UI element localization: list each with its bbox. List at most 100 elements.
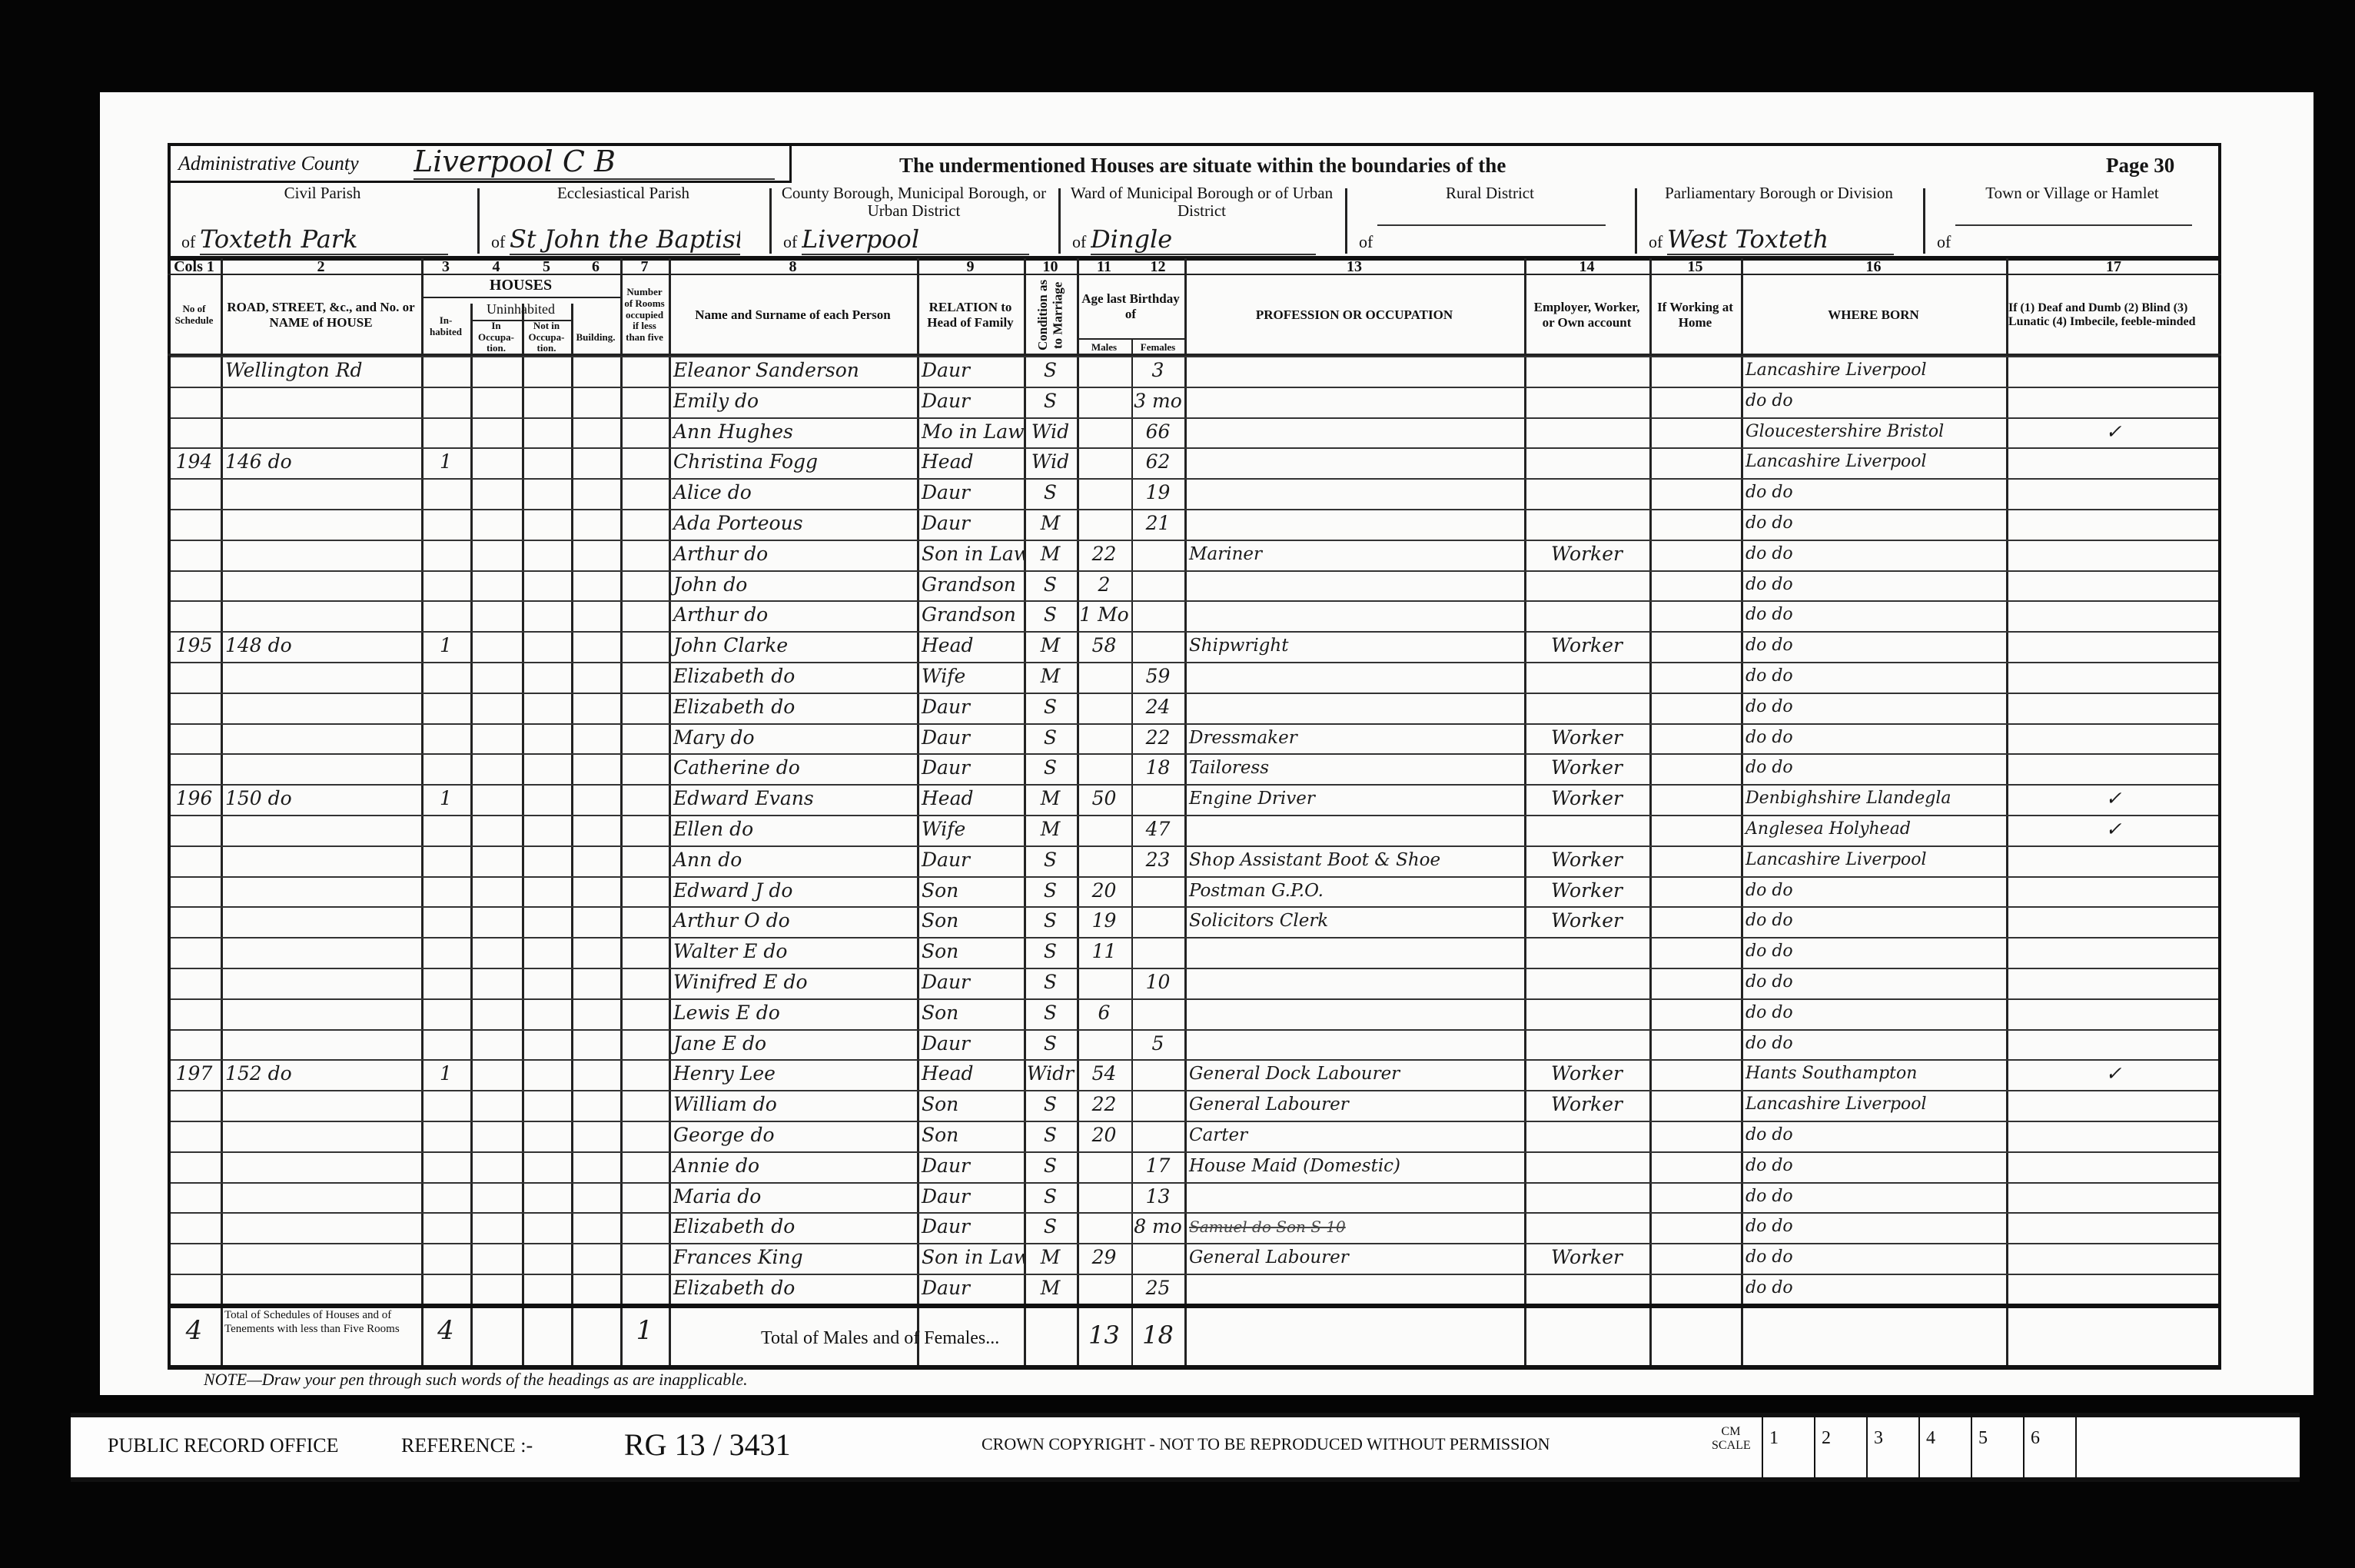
total-schedules: 4 <box>185 1316 203 1345</box>
cell-condition: S <box>1043 390 1058 412</box>
cell-address: Wellington Rd <box>225 359 363 381</box>
cell-relation: Daur <box>922 849 971 871</box>
cell-occupation: Shop Assistant Boot & Shoe <box>1189 850 1441 870</box>
row-rule <box>171 478 2218 480</box>
column-header-name: Name and Surname of each Person <box>695 307 891 323</box>
section-prefix: of <box>1359 232 1373 251</box>
column-header-condition: Condition as to Marriage <box>1035 279 1065 351</box>
cell-occupation: Carter <box>1189 1125 1248 1145</box>
page-number: Page 30 <box>2106 154 2175 177</box>
cell-age_f: 25 <box>1145 1277 1171 1299</box>
cell-age_f: 21 <box>1145 512 1171 534</box>
age-divider <box>1077 338 1184 340</box>
cell-where_born: do do <box>1745 1156 1793 1175</box>
footer-reference-label: REFERENCE :- <box>401 1434 533 1457</box>
cell-age_f: 5 <box>1151 1032 1164 1055</box>
cell-occupation: General Labourer <box>1189 1095 1349 1115</box>
column-header-building: Building. <box>576 331 616 343</box>
cell-name: Eleanor Sanderson <box>673 359 859 381</box>
section-value <box>1955 224 2192 226</box>
cell-relation: Daur <box>922 359 971 381</box>
cell-age_m: 50 <box>1091 787 1117 809</box>
row-rule <box>171 906 2218 908</box>
row-rule <box>171 631 2218 633</box>
cell-name: Frances King <box>673 1246 803 1268</box>
total-schedules-label: Total of Schedules of Houses and of Tene… <box>224 1309 400 1335</box>
cell-relation: Grandson <box>922 603 1016 626</box>
cell-name: Edward J do <box>673 879 793 902</box>
column-header-at_home: If Working at Home <box>1657 300 1733 330</box>
column-number: 10 <box>1042 258 1058 275</box>
section-value: West Toxteth <box>1667 224 1894 255</box>
cell-name: Elizabeth do <box>673 1215 796 1237</box>
cell-name: Ellen do <box>673 818 754 840</box>
cell-age_f: 3 mo <box>1134 390 1182 412</box>
cell-age_f: 17 <box>1145 1154 1171 1177</box>
cell-condition: M <box>1040 512 1061 534</box>
cell-where_born: do do <box>1745 483 1793 502</box>
cell-where_born: Hants Southampton <box>1745 1064 1918 1083</box>
column-divider <box>1649 258 1652 1368</box>
column-divider <box>571 304 573 1368</box>
total-inhabited: 4 <box>437 1316 454 1345</box>
column-number: 9 <box>966 258 975 275</box>
row-rule <box>171 1029 2218 1031</box>
cell-relation: Daur <box>922 971 971 993</box>
cell-age_m: 19 <box>1091 909 1117 932</box>
note-text: NOTE—Draw your pen through such words of… <box>204 1370 748 1389</box>
cell-condition: M <box>1040 1246 1061 1268</box>
cell-occupation: General Labourer <box>1189 1247 1349 1267</box>
cell-where_born: do do <box>1745 575 1793 594</box>
section-label: Parliamentary Borough or Division <box>1665 184 1893 202</box>
cell-relation: Daur <box>922 1154 971 1177</box>
row-rule <box>171 1182 2218 1184</box>
census-page <box>100 92 2313 1395</box>
cell-where_born: do do <box>1745 911 1793 930</box>
cell-where_born: do do <box>1745 1278 1793 1297</box>
section-label: Rural District <box>1446 184 1534 202</box>
cell-relation: Daur <box>922 726 971 749</box>
row-rule <box>171 968 2218 969</box>
scale-mark: 3 <box>1866 1417 1918 1477</box>
cell-where_born: do do <box>1745 1034 1793 1053</box>
cell-occupation: Shipwright <box>1189 636 1289 656</box>
cell-name: Winifred E do <box>673 971 808 993</box>
cell-age_f: 66 <box>1145 420 1171 443</box>
cell-relation: Daur <box>922 390 971 412</box>
uninhabited-divider <box>470 320 571 321</box>
scale-mark: 2 <box>1814 1417 1866 1477</box>
cell-name: Ada Porteous <box>673 512 803 534</box>
cell-where_born: do do <box>1745 666 1793 686</box>
cell-occupation: Postman G.P.O. <box>1189 881 1324 901</box>
cell-infirmity: ✓ <box>2105 420 2122 443</box>
cell-age_f: 3 <box>1151 359 1164 381</box>
cell-occupation: Solicitors Clerk <box>1189 911 1329 931</box>
cell-where_born: Lancashire Liverpool <box>1745 1095 1927 1114</box>
struck-entry: Samuel do Son S 10 <box>1189 1218 1346 1236</box>
footer-reference: RG 13 / 3431 <box>624 1427 791 1462</box>
column-header-infirmity: If (1) Deaf and Dumb (2) Blind (3) Lunat… <box>2008 301 2196 328</box>
cell-relation: Daur <box>922 756 971 779</box>
cell-relation: Wife <box>922 818 966 840</box>
section-divider <box>1923 188 1925 254</box>
admin-county-label: Administrative County <box>178 152 359 174</box>
row-rule <box>171 447 2218 449</box>
cell-age_f: 24 <box>1145 696 1171 718</box>
section-prefix: of <box>1937 232 1951 251</box>
cell-condition: Widr <box>1026 1062 1075 1085</box>
cell-name: Ann do <box>673 849 742 871</box>
cell-condition: S <box>1043 1154 1058 1177</box>
cell-condition: S <box>1043 696 1058 718</box>
section-label: Ward of Municipal Borough or of Urban Di… <box>1070 184 1334 220</box>
scale-mark: 1 <box>1762 1417 1814 1477</box>
cell-relation: Son in Law <box>922 543 1024 565</box>
section-prefix: of <box>783 232 798 251</box>
cell-occupation: General Dock Labourer <box>1189 1064 1400 1084</box>
column-header-address: ROAD, STREET, &c., and No. or NAME of HO… <box>227 300 415 330</box>
column-divider <box>669 258 671 1368</box>
cell-name: John do <box>673 573 748 596</box>
row-rule <box>171 753 2218 755</box>
section-value: Dingle <box>1091 224 1316 255</box>
column-number: 8 <box>789 258 797 275</box>
cell-name: Arthur do <box>673 543 769 565</box>
